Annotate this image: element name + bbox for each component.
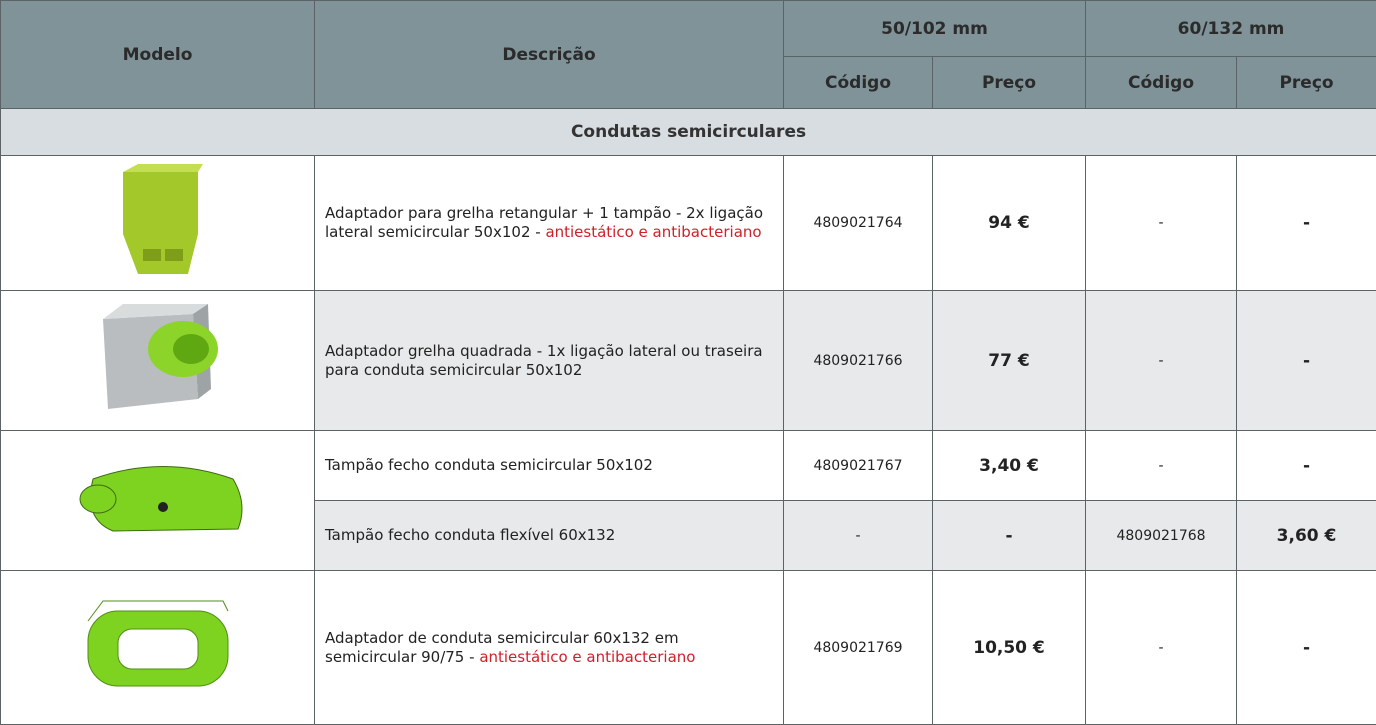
code: 4809021768 xyxy=(1086,501,1237,571)
header-code: Código xyxy=(1086,57,1237,109)
code: 4809021769 xyxy=(784,571,933,725)
product-image xyxy=(1,431,315,571)
price: - xyxy=(1237,431,1376,501)
product-row: Adaptador de conduta semicircular 60x132… xyxy=(1,571,1376,725)
header-price: Preço xyxy=(1237,57,1376,109)
price: - xyxy=(933,501,1086,571)
description: Tampão fecho conduta semicircular 50x102 xyxy=(315,431,784,501)
header-model: Modelo xyxy=(1,1,315,109)
description: Adaptador grelha quadrada - 1x ligação l… xyxy=(315,291,784,431)
code: 4809021767 xyxy=(784,431,933,501)
code: - xyxy=(784,501,933,571)
description: Adaptador para grelha retangular + 1 tam… xyxy=(315,156,784,291)
description-highlight: antiestático e antibacteriano xyxy=(545,223,761,241)
price: 94 € xyxy=(933,156,1086,291)
description: Adaptador de conduta semicircular 60x132… xyxy=(315,571,784,725)
price: 3,40 € xyxy=(933,431,1086,501)
header-price: Preço xyxy=(933,57,1086,109)
description: Tampão fecho conduta flexível 60x132 xyxy=(315,501,784,571)
price: 3,60 € xyxy=(1237,501,1376,571)
code: - xyxy=(1086,431,1237,501)
product-image xyxy=(1,156,315,291)
price: 10,50 € xyxy=(933,571,1086,725)
header-code: Código xyxy=(784,57,933,109)
description-text: Tampão fecho conduta flexível 60x132 xyxy=(325,526,615,544)
code: - xyxy=(1086,571,1237,725)
price: - xyxy=(1237,291,1376,431)
code: - xyxy=(1086,156,1237,291)
product-row: Tampão fecho conduta semicircular 50x102… xyxy=(1,431,1376,501)
price: 77 € xyxy=(933,291,1086,431)
header-size: 50/102 mm xyxy=(784,1,1086,57)
product-image xyxy=(1,291,315,431)
price: - xyxy=(1237,571,1376,725)
description-highlight: antiestático e antibacteriano xyxy=(479,648,695,666)
product-row: Adaptador grelha quadrada - 1x ligação l… xyxy=(1,291,1376,431)
product-row: Adaptador para grelha retangular + 1 tam… xyxy=(1,156,1376,291)
price: - xyxy=(1237,156,1376,291)
description-text: Tampão fecho conduta semicircular 50x102 xyxy=(325,456,653,474)
header-size: 60/132 mm xyxy=(1086,1,1376,57)
header-description: Descrição xyxy=(315,1,784,109)
description-text: Adaptador grelha quadrada - 1x ligação l… xyxy=(325,342,763,379)
code: 4809021766 xyxy=(784,291,933,431)
code: 4809021764 xyxy=(784,156,933,291)
section-title: Condutas semicirculares xyxy=(1,109,1376,156)
code: - xyxy=(1086,291,1237,431)
product-image xyxy=(1,571,315,725)
